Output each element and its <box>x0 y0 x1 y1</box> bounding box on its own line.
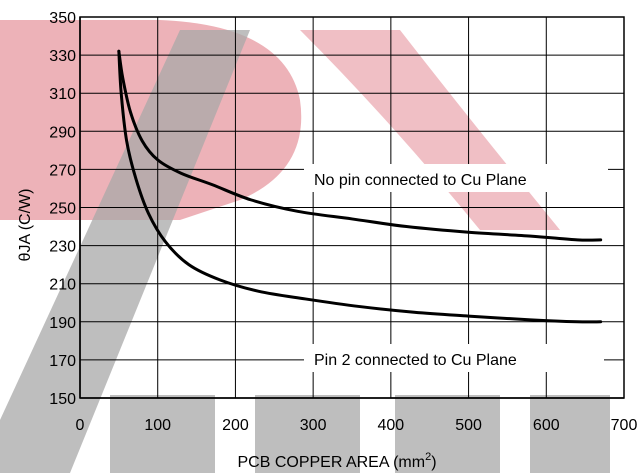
series-label-pin2: Pin 2 connected to Cu Plane <box>314 352 517 369</box>
watermark-gray-block-2 <box>255 395 360 473</box>
x-tick-label-300: 300 <box>300 417 327 434</box>
x-tick-label-600: 600 <box>533 417 560 434</box>
y-tick-label-170: 170 <box>49 353 76 370</box>
watermark-red-swoosh <box>300 30 560 230</box>
y-tick-label-310: 310 <box>49 86 76 103</box>
y-tick-label-210: 210 <box>49 277 76 294</box>
y-tick-label-230: 230 <box>49 239 76 256</box>
watermark-gray-swoosh <box>0 30 250 473</box>
watermark-logo <box>0 20 610 473</box>
series-label-no-pin: No pin connected to Cu Plane <box>314 172 527 189</box>
watermark-gray-block-1 <box>110 395 215 473</box>
y-tick-label-330: 330 <box>49 48 76 65</box>
watermark-gray-block-3 <box>395 395 500 473</box>
y-tick-label-190: 190 <box>49 315 76 332</box>
x-axis-title-main: PCB COPPER AREA (mm <box>237 454 425 471</box>
x-tick-label-100: 100 <box>144 417 171 434</box>
watermark-gray-block-4 <box>530 395 610 473</box>
x-tick-label-200: 200 <box>222 417 249 434</box>
x-tick-label-700: 700 <box>611 417 637 434</box>
x-axis-title: PCB COPPER AREA (mm2) <box>237 451 436 471</box>
plot-frame <box>79 16 625 399</box>
y-tick-label-270: 270 <box>49 162 76 179</box>
series-line-1 <box>117 49 603 324</box>
y-tick-label-290: 290 <box>49 124 76 141</box>
x-tick-label-400: 400 <box>378 417 405 434</box>
y-axis-title: θJA (C/W) <box>17 189 34 262</box>
x-axis-title-close: ) <box>431 454 436 471</box>
annotation-box-1: Pin 2 connected to Cu Plane <box>304 344 604 372</box>
annotation-bg-0 <box>304 164 608 192</box>
y-tick-label-250: 250 <box>49 201 76 218</box>
series-group <box>117 49 603 324</box>
annotation-box-0: No pin connected to Cu Plane <box>304 164 608 192</box>
y-tick-label-350: 350 <box>49 10 76 27</box>
tick-labels: 150 170 190 210 230 250 270 290 310 330 350 0 100 200… <box>49 10 637 434</box>
x-tick-label-500: 500 <box>455 417 482 434</box>
y-tick-label-150: 150 <box>49 391 76 408</box>
series-line-0 <box>117 49 603 242</box>
x-axis-title-sup: 2 <box>425 451 431 463</box>
annotation-bg-1 <box>304 344 604 372</box>
x-tick-label-0: 0 <box>76 417 85 434</box>
